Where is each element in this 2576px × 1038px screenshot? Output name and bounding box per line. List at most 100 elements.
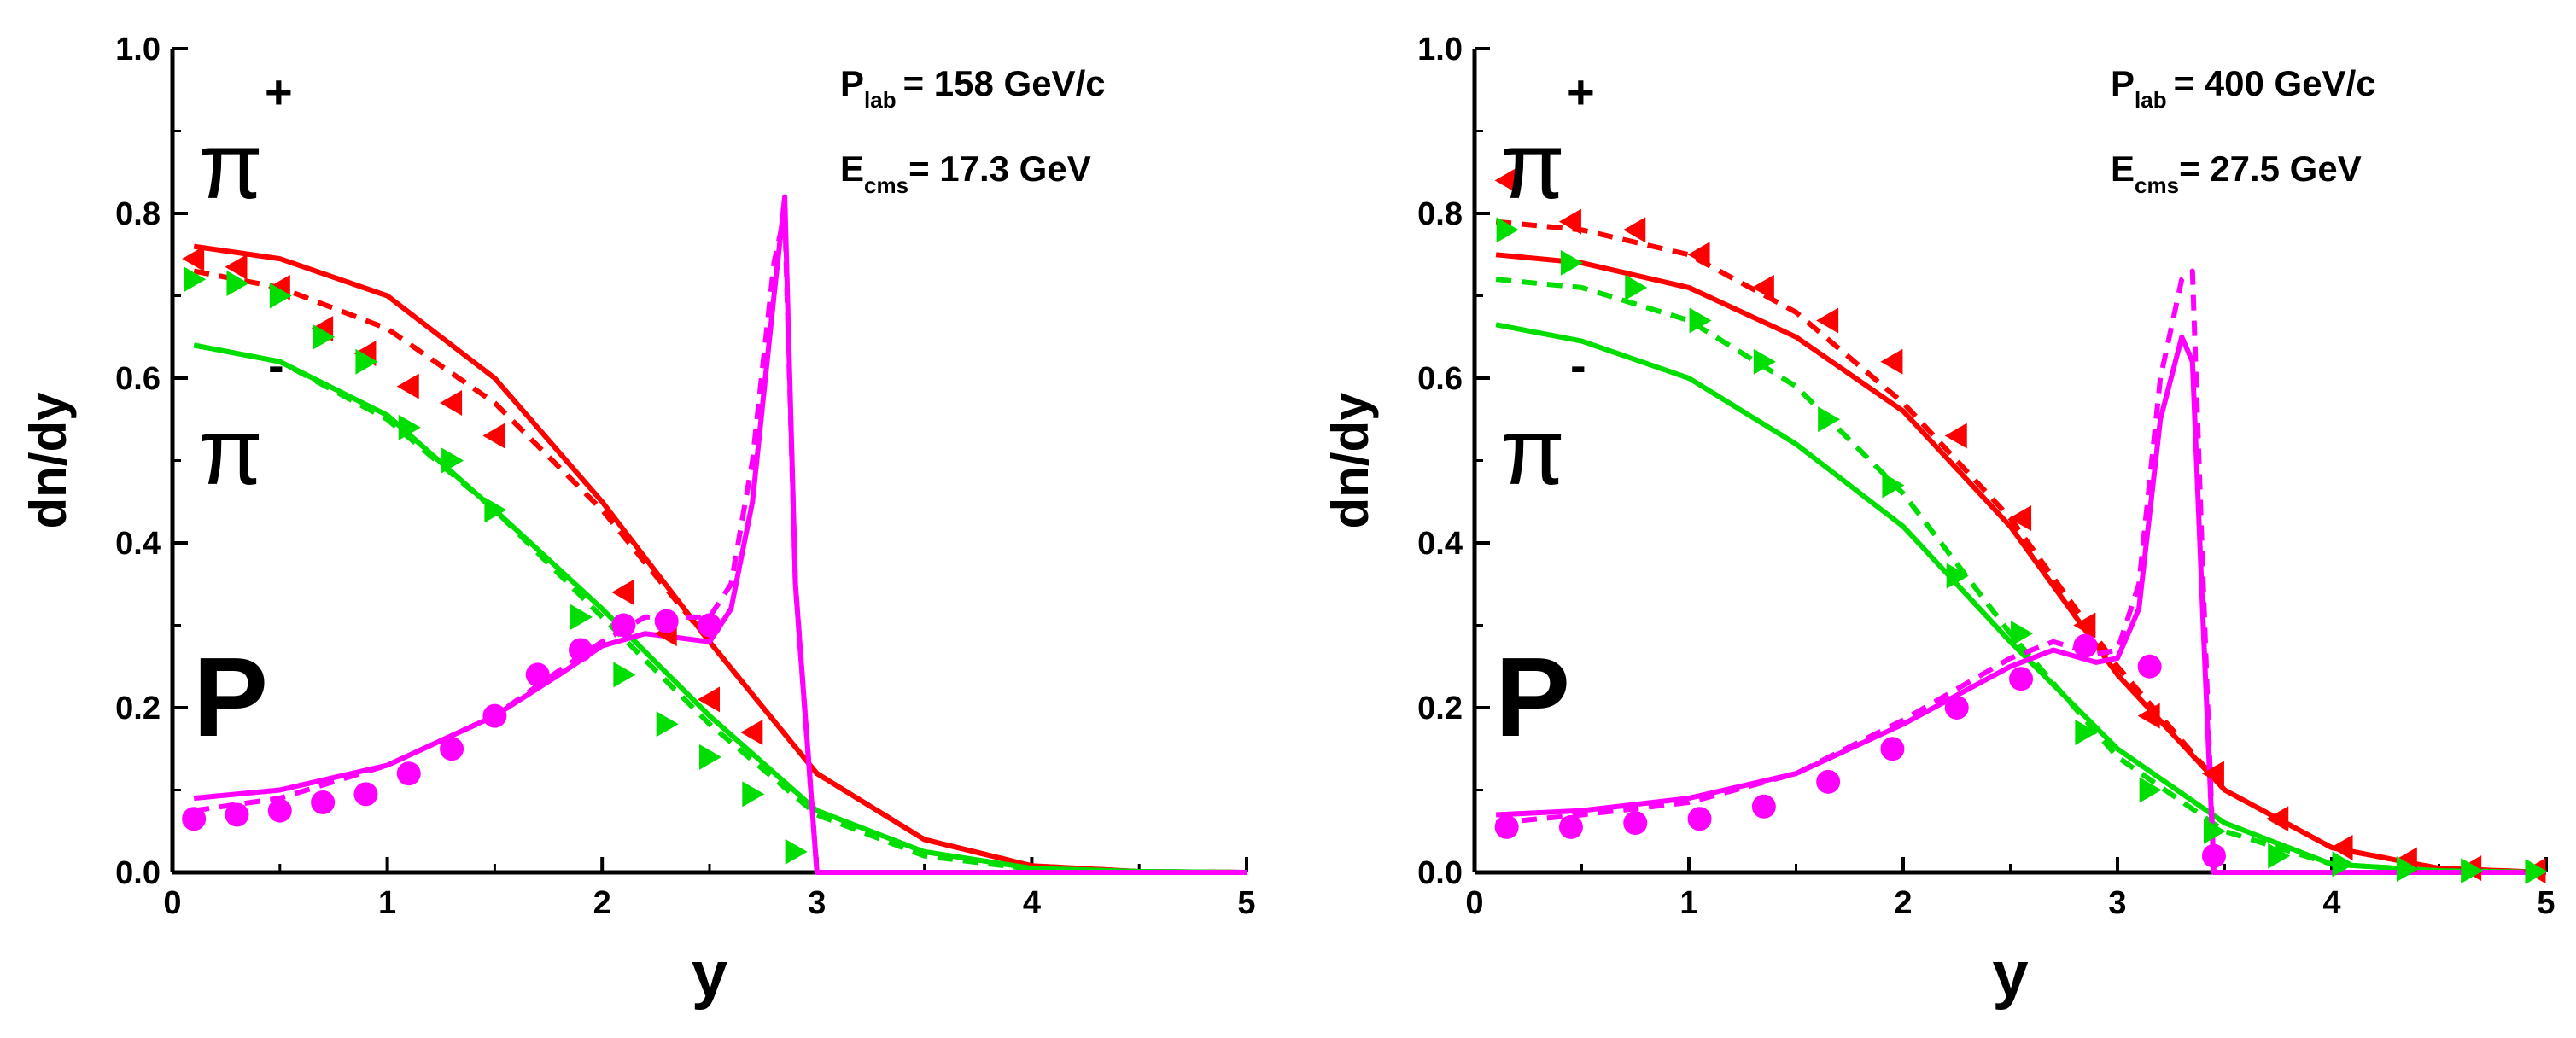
- plab-sub: lab: [2135, 87, 2167, 113]
- data-point-7: [742, 781, 765, 808]
- y-tick-label: 0.0: [1417, 855, 1463, 891]
- data-point-6: [611, 579, 634, 605]
- data-point-8: [698, 613, 721, 638]
- plab-annotation: Plab = 400 GeV/c: [2111, 63, 2376, 113]
- data-point-8: [2201, 843, 2226, 868]
- plab-sub: lab: [864, 87, 897, 113]
- ecms-main: E: [840, 149, 864, 189]
- data-point-7: [656, 711, 679, 738]
- data-point-6: [1944, 423, 1967, 449]
- ecms-sub: cms: [2135, 172, 2179, 198]
- chart-panel-2: 0.0 0.2 0.4 0.6 0.8 1.0 0 1 2 3 4 5 dn/dy y Plab = 400 …: [1322, 32, 2556, 1011]
- data-point-7: [1818, 406, 1841, 433]
- plab-value: = 158 GeV/c: [903, 63, 1106, 103]
- x-tick-label: 0: [163, 885, 181, 921]
- series-line-1: [1495, 219, 2547, 875]
- data-point-6: [2266, 806, 2289, 832]
- data-point-8: [1751, 794, 1776, 819]
- pi-minus-superscript: -: [268, 338, 284, 392]
- y-tick-label: 1.0: [1417, 32, 1463, 67]
- x-tick-label: 3: [808, 885, 826, 921]
- data-point-8: [353, 782, 378, 807]
- data-point-7: [1496, 217, 1519, 243]
- data-point-7: [2075, 719, 2098, 745]
- data-point-7: [2332, 851, 2355, 878]
- x-axis-title: y: [692, 938, 727, 1011]
- chart-panel-1: 0.0 0.2 0.4 0.6 0.8 1.0 0 1 2 3 4 5 dn/dy y Plab = 158 …: [20, 32, 1256, 1011]
- data-point-6: [740, 719, 763, 745]
- data-point-6: [1880, 348, 1903, 375]
- data-point-6: [482, 423, 505, 449]
- pi-minus-label: π: [198, 399, 263, 504]
- x-tick-label: 2: [593, 885, 611, 921]
- data-point-6: [2137, 703, 2160, 729]
- data-point-7: [699, 744, 721, 770]
- model-curves: [193, 194, 1247, 875]
- y-tick-label: 0.2: [1417, 691, 1463, 726]
- plab-main: P: [2111, 63, 2135, 103]
- data-point-7: [2461, 858, 2484, 884]
- y-tick-label: 1.0: [115, 32, 161, 67]
- series-line-2: [1495, 322, 2547, 875]
- plab-main: P: [840, 63, 864, 103]
- x-tick-label: 4: [2322, 885, 2340, 921]
- pi-plus-superscript: +: [265, 65, 293, 119]
- ecms-annotation: Ecms= 27.5 GeV: [2111, 149, 2362, 198]
- data-point-7: [355, 348, 378, 375]
- data-point-7: [184, 266, 207, 293]
- data-point-7: [1946, 563, 1969, 589]
- data-point-7: [1560, 249, 1583, 276]
- data-point-6: [1558, 208, 1581, 235]
- series-line-0: [1495, 252, 2547, 875]
- data-point-8: [1687, 807, 1712, 831]
- data-point-7: [441, 447, 464, 474]
- pi-plus-superscript: +: [1567, 65, 1595, 119]
- data-point-6: [440, 389, 463, 416]
- series-line-3: [193, 342, 1247, 875]
- data-point-7: [2525, 859, 2548, 885]
- y-tick-label: 0.6: [115, 361, 161, 397]
- data-point-6: [225, 254, 248, 280]
- data-point-7: [2203, 818, 2226, 844]
- data-point-8: [440, 737, 464, 761]
- data-point-8: [611, 613, 636, 638]
- data-point-8: [1623, 811, 1648, 836]
- y-tick-label: 0.8: [1417, 196, 1463, 232]
- data-point-6: [1494, 167, 1517, 194]
- data-point-7: [1689, 307, 1712, 334]
- data-point-8: [182, 807, 207, 831]
- data-point-6: [396, 373, 419, 399]
- data-point-7: [1882, 472, 1905, 499]
- data-point-8: [2073, 633, 2098, 658]
- data-point-6: [698, 686, 720, 713]
- x-tick-label: 4: [1023, 885, 1041, 921]
- data-point-6: [1816, 307, 1839, 334]
- data-point-6: [2073, 612, 2096, 639]
- y-tick-label: 0.2: [115, 691, 161, 726]
- data-point-8: [311, 790, 336, 814]
- data-point-7: [613, 662, 636, 688]
- data-point-7: [785, 838, 808, 865]
- data-point-8: [225, 802, 249, 827]
- y-tick-label: 0.4: [1417, 526, 1463, 562]
- data-point-7: [1625, 274, 1648, 300]
- model-curves: [1495, 219, 2547, 875]
- ecms-value: = 17.3 GeV: [908, 149, 1091, 189]
- y-axis-title: dn/dy: [1322, 392, 1379, 529]
- plab-annotation: Plab = 158 GeV/c: [840, 63, 1106, 113]
- pi-plus-label: π: [198, 114, 263, 219]
- data-point-7: [1753, 348, 1776, 375]
- series-line-2: [193, 342, 1247, 875]
- series-line-5: [193, 211, 1247, 875]
- data-point-7: [484, 497, 507, 523]
- data-point-7: [313, 324, 336, 350]
- data-point-8: [2137, 654, 2162, 679]
- data-point-8: [1944, 696, 1969, 720]
- data-markers: [1494, 167, 2548, 885]
- y-tick-label: 0.6: [1417, 361, 1463, 397]
- proton-label: P: [193, 634, 268, 760]
- pi-minus-superscript: -: [1570, 338, 1586, 392]
- ecms-annotation: Ecms= 17.3 GeV: [840, 149, 1091, 198]
- data-point-6: [1751, 274, 1774, 300]
- pi-plus-label: π: [1500, 114, 1565, 219]
